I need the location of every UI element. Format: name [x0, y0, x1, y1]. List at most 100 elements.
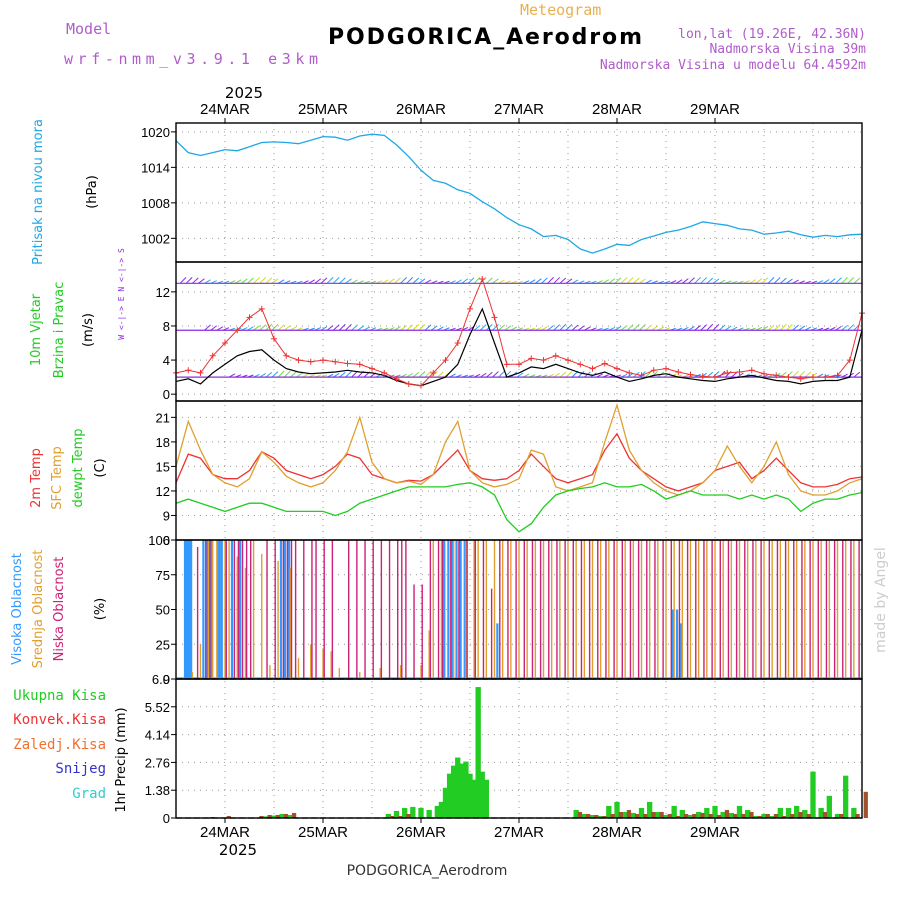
precip-total-bar	[655, 811, 661, 818]
wind-barb	[712, 324, 720, 331]
y-tick-label: 1002	[141, 231, 170, 246]
precip-total-bar	[471, 779, 477, 818]
panel-frame	[175, 122, 863, 263]
wind-barb	[798, 370, 806, 378]
gust-point	[405, 380, 412, 387]
y-tick-label: 12	[156, 484, 170, 499]
gust-point	[565, 357, 571, 364]
y-tick-label: 2.76	[145, 755, 170, 770]
wind-barb	[424, 370, 432, 378]
compass-label: W <-|-> E N <-|-> S	[117, 248, 126, 340]
y-tick-label: 1014	[141, 160, 170, 175]
wind-barb	[418, 371, 426, 378]
wind-barb	[192, 372, 198, 377]
gust-point	[258, 305, 265, 312]
precip-conv-bar	[708, 813, 713, 818]
precip-conv-bar	[610, 813, 615, 818]
wind-barb	[223, 373, 229, 377]
gust-point	[430, 369, 437, 376]
precip-conv-bar	[659, 811, 664, 818]
wind-barb	[394, 277, 401, 284]
precip-total-bar	[777, 807, 783, 818]
gust-point	[663, 365, 669, 372]
wind-barb	[639, 278, 646, 284]
gust-point	[295, 357, 302, 364]
precip-total-bar	[410, 806, 416, 818]
precip-conv-bar	[863, 791, 868, 818]
wind-barb	[822, 279, 830, 284]
precip-total-bar	[826, 795, 832, 818]
wind-barb	[786, 324, 793, 331]
wind-barb	[492, 323, 499, 331]
wind-barb	[461, 278, 469, 284]
y-tick-label: 1.38	[145, 783, 170, 798]
wind-barb	[700, 277, 708, 284]
precip-total-bar	[851, 807, 857, 818]
precip-total-bar	[638, 807, 645, 818]
wind-barb	[516, 372, 524, 378]
precip-total-bar	[418, 807, 424, 818]
y-tick-label: 8	[163, 319, 170, 334]
precip-conv-bar	[602, 815, 607, 818]
precip-conv-bar	[594, 814, 599, 818]
wind-barb	[504, 370, 512, 378]
gust-point	[748, 367, 755, 374]
gust-point	[320, 357, 326, 364]
wind-barb	[773, 324, 781, 331]
wind-barb	[559, 323, 567, 331]
gust-point	[528, 355, 535, 362]
precip-total-bar	[434, 805, 440, 818]
legend-snow: Snijeg	[55, 761, 106, 777]
wind-barb	[749, 279, 756, 284]
precip-total-bar	[687, 814, 694, 818]
wind-barb	[804, 371, 812, 378]
wind-barb	[639, 371, 646, 378]
y-tick-label: 9	[163, 508, 170, 523]
wind-barb	[633, 277, 640, 284]
precip-conv-bar	[692, 813, 697, 818]
precip-conv-bar	[226, 815, 231, 818]
wind-barb	[338, 323, 346, 331]
gust-point	[699, 373, 706, 380]
gust-point	[271, 335, 277, 342]
precip-total-bar	[785, 807, 792, 818]
wind-barb	[718, 324, 726, 331]
wind-barb	[761, 277, 769, 284]
temp2m-line	[175, 432, 863, 492]
wind-panel: 12 8 4 0	[156, 276, 865, 402]
wind-barb	[779, 323, 787, 331]
wind-barb	[253, 325, 260, 331]
gust-point	[222, 340, 228, 347]
precip-total-bar	[463, 761, 469, 818]
wind-barb	[259, 324, 267, 331]
wind-barb	[620, 325, 628, 331]
wind-barb	[688, 326, 695, 331]
wind-ylabel-1: 10m Vjetar	[29, 293, 44, 366]
temp-ylabel-3: dewpt Temp	[71, 428, 86, 507]
precip-conv-bar	[822, 811, 828, 818]
bottom-date-label: 27MAR	[494, 824, 544, 841]
temp-ylabel: 2m Temp SFC Temp dewpt Temp (C)	[29, 428, 108, 509]
sfc-temp-line	[175, 402, 863, 496]
precip-conv-bar	[839, 813, 844, 818]
precip-total-bar	[736, 805, 743, 818]
y-tick-label: 5.52	[145, 700, 170, 715]
wind-barb	[351, 324, 358, 331]
top-date-label: 24MAR	[200, 101, 250, 118]
wind-barb	[253, 277, 260, 284]
wind-barb	[626, 277, 634, 284]
precip-total-bar	[459, 763, 465, 818]
precip-conv-bar	[855, 813, 860, 818]
wind-barb	[565, 324, 573, 331]
precip-total-bar	[761, 813, 767, 818]
precip-conv-bar	[389, 815, 395, 818]
legend-freezing: Zaledj.Kisa	[13, 737, 106, 753]
wind-barb	[571, 324, 579, 331]
gust-point	[552, 352, 559, 359]
wind-barb	[792, 324, 799, 331]
wind-barb	[406, 277, 414, 284]
wind-barb	[565, 371, 573, 378]
model-name: wrf-nmm_v3.9.1 e3km	[64, 50, 318, 68]
precip-total-bar	[720, 811, 726, 818]
bottom-date-label: 24MAR	[200, 824, 250, 841]
